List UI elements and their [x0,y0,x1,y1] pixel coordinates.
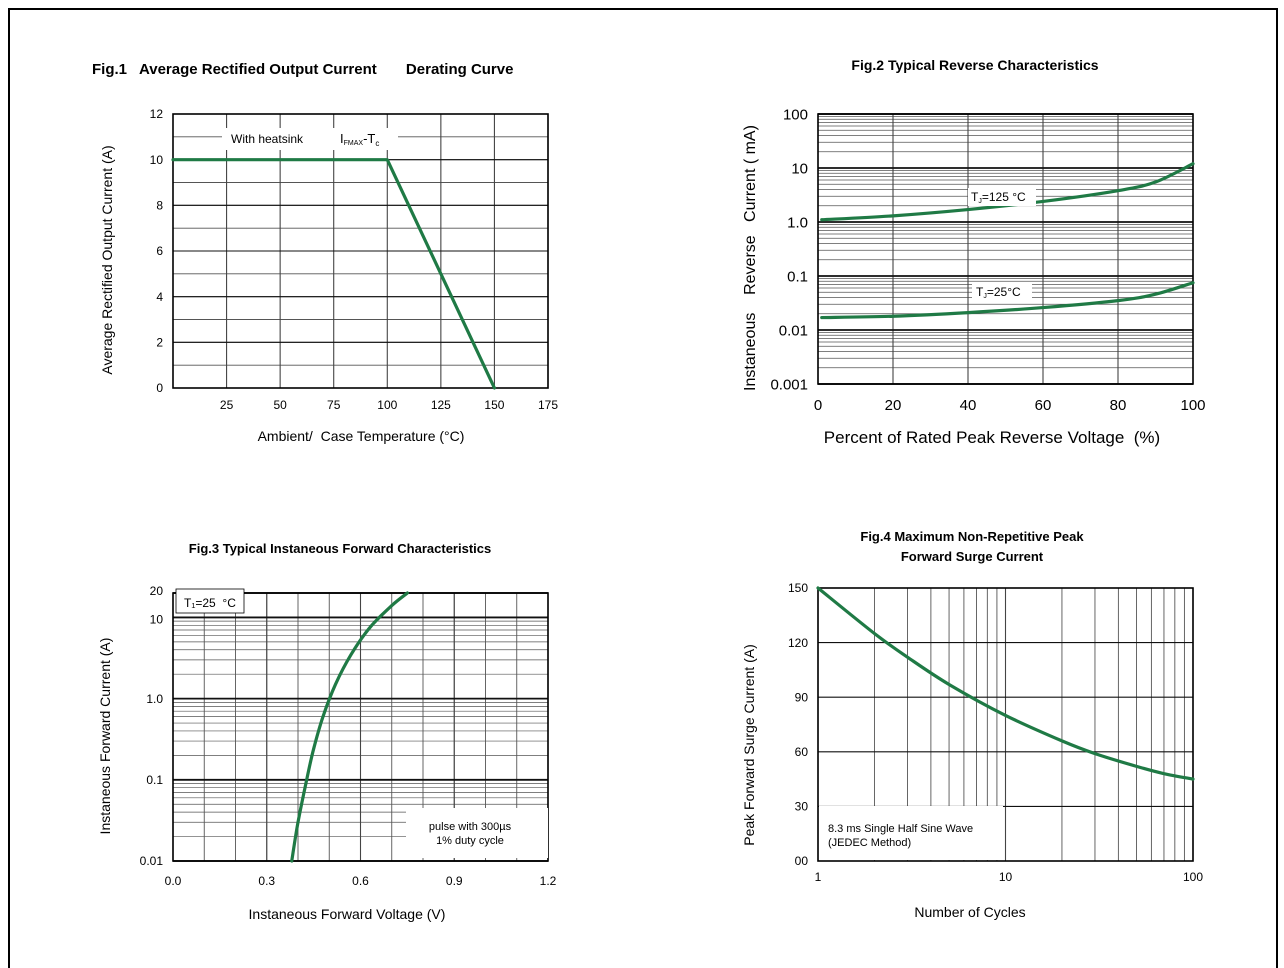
fig2-y-tick-label: 100 [783,106,808,123]
fig1-x-tick-label: 150 [484,398,504,412]
fig3-annotation-pulse1: pulse with 300µs [429,821,512,833]
fig1-annotation-box [222,128,398,150]
fig4-plot-border [817,587,1194,862]
fig3-x-tick-label: 0.6 [352,874,369,888]
fig1-y-tick-label: 4 [156,290,163,304]
fig3-x-tick-label: 0.9 [446,874,463,888]
fig1-y-tick-label: 12 [150,107,164,121]
fig3-plot-border [172,592,549,862]
fig1-xlabel: Ambient/ Case Temperature (°C) [258,428,465,444]
fig1-y-tick-label: 0 [156,381,163,395]
fig3-annotation-box-temp [175,588,245,614]
fig1-ylabel: Average Rectified Output Current (A) [99,145,115,374]
fig2-x-tick-label: 60 [1035,397,1052,414]
fig3-plot: 0.0 0.3 0.6 0.9 1.2 0.01 0.1 1.0 10 20 [140,584,557,888]
fig2-y-tick-label: 0.01 [779,322,808,339]
fig2-annotation-25: TJ=25°C [976,285,1021,300]
fig2-annotation-125: TJ=125 °C [971,190,1026,205]
fig2-x-tick-label: 100 [1180,397,1205,414]
fig2-y-tick-label: 10 [791,160,808,177]
fig4-y-tick-label: 60 [795,745,809,759]
fig2-annotation-box-125 [968,188,1036,206]
fig1-annotation-heatsink: With heatsink [231,132,304,146]
fig3-title: Fig.3 Typical Instaneous Forward Charact… [189,541,491,556]
fig1-title: Fig.1 Average Rectified Output Current D… [92,61,513,78]
fig4-subtitle: Forward Surge Current [901,549,1044,564]
page-frame [8,8,1278,968]
fig4-annotation-note2: (JEDEC Method) [828,837,911,849]
fig2-y-tick-label: 0.1 [787,268,808,285]
fig3-annotation-pulse2: 1% duty cycle [436,835,504,847]
fig1-x-tick-label: 100 [377,398,397,412]
fig3-series-line-1 [290,591,409,863]
fig2-x-tick-label: 80 [1110,397,1127,414]
fig2-plot: 0 20 40 60 80 100 0.001 0.01 0.1 1.0 10 100 [770,106,1205,414]
fig3-annotation-temp: T₁=25 °C [184,596,236,610]
fig4-y-tick-label: 90 [795,690,809,704]
fig4-y-tick-label: 00 [795,854,809,868]
fig3-y-tick-label: 10 [150,613,164,627]
fig1-x-tick-label: 50 [273,398,287,412]
fig3-x-tick-label: 0.0 [165,874,182,888]
fig1-x-tick-label: 175 [538,398,558,412]
fig1-series-line-1 [171,158,497,390]
fig2-title: Fig.2 Typical Reverse Characteristics [851,57,1098,73]
fig4-y-tick-label: 120 [788,636,808,650]
fig2-x-tick-label: 40 [960,397,977,414]
fig2-series-line-2 [820,281,1195,320]
fig4-y-tick-label: 150 [788,581,808,595]
fig4-annotation-box [819,806,1003,860]
fig3-ylabel: Instaneous Forward Current (A) [97,638,113,835]
fig2-plot-border [817,113,1194,385]
fig2-x-tick-label: 0 [814,397,822,414]
fig4-x-tick-label: 1 [815,870,822,884]
fig1-y-tick-label: 10 [150,153,164,167]
fig1-plot: 25 50 75 100 125 150 175 0 2 4 6 8 10 12 [150,107,559,412]
fig4-xlabel: Number of Cycles [914,904,1025,920]
fig4-x-tick-label: 10 [999,870,1013,884]
fig4-x-tick-label: 100 [1183,870,1203,884]
fig2-x-tick-label: 20 [885,397,902,414]
fig3-x-tick-label: 0.3 [258,874,275,888]
fig2-plot-area [818,114,1193,384]
fig1-x-tick-label: 75 [327,398,341,412]
fig4-y-tick-label: 30 [795,800,809,814]
fig3-y-tick-label: 20 [150,584,164,598]
fig2-y-tick-label: 0.001 [770,376,808,393]
fig3-y-tick-label: 1.0 [146,692,163,706]
fig3-y-tick-label: 0.01 [140,854,164,868]
fig1-y-tick-label: 6 [156,244,163,258]
fig3-x-tick-label: 1.2 [540,874,557,888]
fig2-xlabel: Percent of Rated Peak Reverse Voltage (%… [824,428,1160,447]
fig2-annotation-box-25 [972,283,1032,301]
fig1-x-tick-label: 25 [220,398,234,412]
fig4-title: Fig.4 Maximum Non-Repetitive Peak [860,529,1084,544]
fig1-y-tick-label: 8 [156,199,163,213]
fig3-y-tick-label: 0.1 [146,773,163,787]
fig1-y-tick-label: 2 [156,336,163,350]
fig1-x-tick-label: 125 [431,398,451,412]
fig4-annotation-note1: 8.3 ms Single Half Sine Wave [828,823,973,835]
fig4-ylabel: Peak Forward Surge Current (A) [741,644,757,846]
fig2-y-tick-label: 1.0 [787,214,808,231]
fig1-annotation-ifmax: IFMAX-Tc [340,131,379,148]
fig2-ylabel: Instaneous Reverse Current ( mA) [742,125,759,391]
fig3-annotation-box-pulse [406,808,548,858]
fig1-plot-border [172,113,549,389]
fig2-series-line-1 [820,162,1195,222]
fig3-xlabel: Instaneous Forward Voltage (V) [249,906,446,922]
fig4-series-line-1 [816,586,1195,781]
